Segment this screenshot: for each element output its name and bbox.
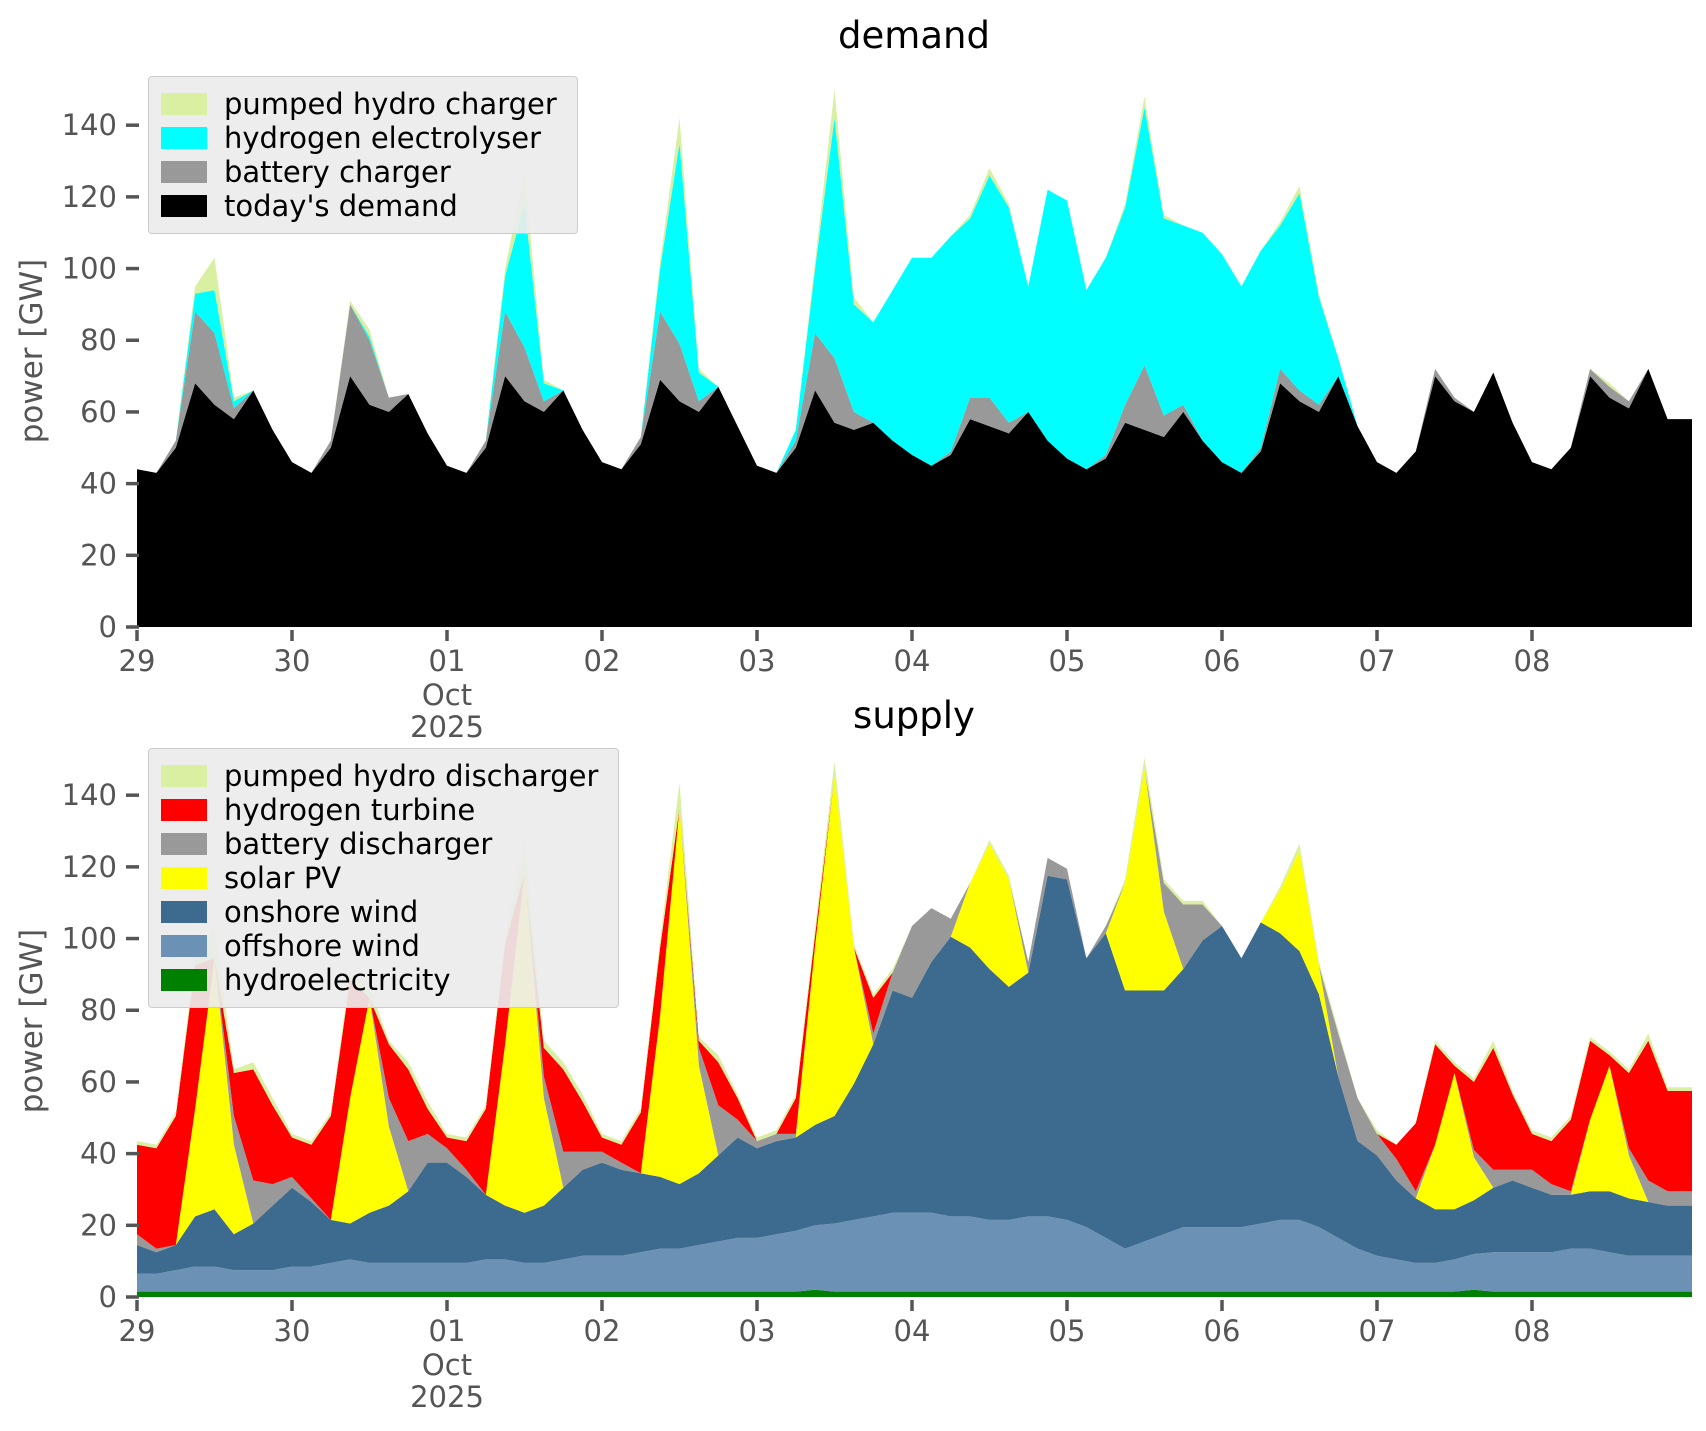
legend-item-onshore-wind: onshore wind — [161, 895, 598, 929]
legend-swatch — [161, 901, 207, 923]
legend-item-today-s-demand: today's demand — [161, 189, 557, 223]
legend-label: solar PV — [224, 861, 342, 895]
legend-label: hydrogen turbine — [224, 793, 476, 827]
legend-label: offshore wind — [224, 929, 420, 963]
demand-chart-title: demand — [838, 14, 990, 57]
x-tick-label: 05 — [1049, 1314, 1086, 1348]
supply-chart-title: supply — [853, 694, 975, 737]
x-tick-label: 01 — [429, 1314, 466, 1348]
legend-swatch — [161, 935, 207, 957]
legend-label: hydroelectricity — [224, 963, 451, 997]
y-tick-label: 0 — [99, 1280, 117, 1314]
legend-label: battery discharger — [224, 827, 493, 861]
legend-item-battery-charger: battery charger — [161, 155, 557, 189]
legend-swatch — [161, 799, 207, 821]
x-tick-label: 07 — [1359, 1314, 1396, 1348]
legend-label: onshore wind — [224, 895, 419, 929]
x-axis-year-label: 2025 — [410, 710, 484, 744]
x-tick-label: 05 — [1049, 644, 1086, 678]
x-tick-label: 02 — [584, 644, 621, 678]
x-tick-label: 03 — [739, 644, 776, 678]
series-onshore-wind — [137, 875, 1692, 1274]
x-tick-label: 04 — [894, 644, 931, 678]
legend-swatch — [161, 161, 207, 183]
legend-item-hydroelectricity: hydroelectricity — [161, 963, 598, 997]
x-axis-month-label: Oct — [422, 1348, 472, 1382]
legend-swatch — [161, 867, 207, 889]
y-tick-label: 120 — [62, 180, 117, 214]
legend-item-solar-pv: solar PV — [161, 861, 598, 895]
y-tick-label: 20 — [80, 538, 117, 572]
x-axis-month-label: Oct — [422, 678, 472, 712]
y-tick-label: 140 — [62, 108, 117, 142]
supply-legend: pumped hydro discharger hydrogen turbine b… — [148, 748, 620, 1008]
legend-label: battery charger — [224, 155, 451, 189]
y-tick-label: 60 — [80, 395, 117, 429]
legend-item-offshore-wind: offshore wind — [161, 929, 598, 963]
legend-swatch — [161, 765, 207, 787]
y-tick-label: 0 — [99, 610, 117, 644]
x-tick-label: 08 — [1514, 644, 1551, 678]
y-tick-label: 60 — [80, 1065, 117, 1099]
y-tick-label: 40 — [80, 1137, 117, 1171]
x-tick-label: 30 — [274, 644, 311, 678]
x-tick-label: 07 — [1359, 644, 1396, 678]
x-tick-label: 30 — [274, 1314, 311, 1348]
series-hydroelectricity — [137, 1289, 1692, 1297]
x-tick-label: 01 — [429, 644, 466, 678]
y-tick-label: 40 — [80, 467, 117, 501]
legend-item-pumped-hydro-discharger: pumped hydro discharger — [161, 759, 598, 793]
y-tick-label: 80 — [80, 993, 117, 1027]
demand-legend: pumped hydro charger hydrogen electrolyse… — [148, 76, 578, 234]
y-tick-label: 20 — [80, 1208, 117, 1242]
y-tick-label: 140 — [62, 778, 117, 812]
demand-y-axis-ticks: 0 20 40 60 80 100 120 140 — [62, 108, 139, 644]
y-tick-label: 80 — [80, 323, 117, 357]
series-today-s-demand — [137, 368, 1692, 627]
legend-swatch — [161, 833, 207, 855]
legend-item-hydrogen-turbine: hydrogen turbine — [161, 793, 598, 827]
legend-item-pumped-hydro-charger: pumped hydro charger — [161, 87, 557, 121]
y-tick-label: 120 — [62, 850, 117, 884]
legend-item-battery-discharger: battery discharger — [161, 827, 598, 861]
x-tick-label: 06 — [1204, 1314, 1241, 1348]
y-tick-label: 100 — [62, 252, 117, 286]
legend-swatch — [161, 195, 207, 217]
legend-swatch — [161, 93, 207, 115]
y-tick-label: 100 — [62, 922, 117, 956]
legend-label: hydrogen electrolyser — [224, 121, 542, 155]
x-tick-label: 02 — [584, 1314, 621, 1348]
x-tick-label: 29 — [119, 1314, 156, 1348]
legend-label: pumped hydro charger — [224, 87, 557, 121]
legend-swatch — [161, 127, 207, 149]
x-tick-label: 08 — [1514, 1314, 1551, 1348]
x-tick-label: 03 — [739, 1314, 776, 1348]
x-tick-label: 04 — [894, 1314, 931, 1348]
series-hydrogen-electrolyser — [137, 107, 1692, 473]
x-axis-year-label: 2025 — [410, 1380, 484, 1414]
legend-label: pumped hydro discharger — [224, 759, 599, 793]
x-tick-label: 06 — [1204, 644, 1241, 678]
x-tick-label: 29 — [119, 644, 156, 678]
legend-swatch — [161, 969, 207, 991]
legend-item-hydrogen-electrolyser: hydrogen electrolyser — [161, 121, 557, 155]
supply-y-axis-ticks: 0 20 40 60 80 100 120 140 — [62, 778, 139, 1314]
series-offshore-wind — [137, 1212, 1692, 1292]
legend-label: today's demand — [224, 189, 458, 223]
